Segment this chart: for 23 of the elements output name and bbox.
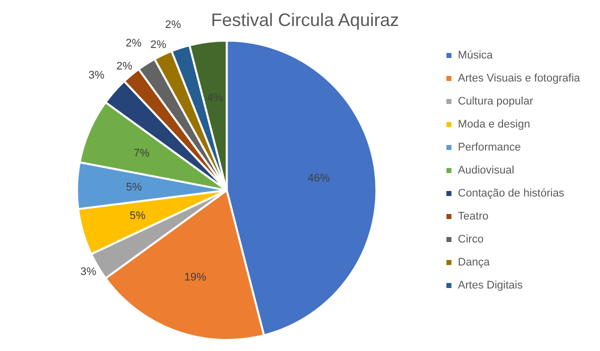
data-label: 3% <box>80 266 97 278</box>
data-label: 46% <box>308 172 330 185</box>
legend-label: Performance <box>458 142 521 154</box>
data-label: 2% <box>165 19 182 32</box>
data-label: 2% <box>116 60 132 73</box>
legend-label: Contação de histórias <box>458 188 565 200</box>
legend-label: Audiovisual <box>458 164 514 177</box>
data-label: 5% <box>130 210 146 222</box>
legend-label: Artes Visuais e fotografia <box>458 72 581 85</box>
legend-label: Teatro <box>458 210 488 223</box>
legend-label: Moda e design <box>458 118 530 131</box>
legend-label: Circo <box>458 234 484 246</box>
data-label: 5% <box>126 181 142 194</box>
legend-label: Dança <box>458 256 491 269</box>
data-label: 2% <box>126 38 142 50</box>
data-label: 3% <box>88 69 105 82</box>
data-label: 7% <box>134 147 150 160</box>
legend-label: Cultura popular <box>458 96 534 108</box>
legend-label: Artes Digitais <box>458 280 524 292</box>
chart-title: Festival Circula Aquiraz <box>210 10 400 30</box>
data-label: 2% <box>150 38 166 51</box>
legend-label: Música <box>458 50 494 62</box>
data-label: 19% <box>184 272 206 284</box>
